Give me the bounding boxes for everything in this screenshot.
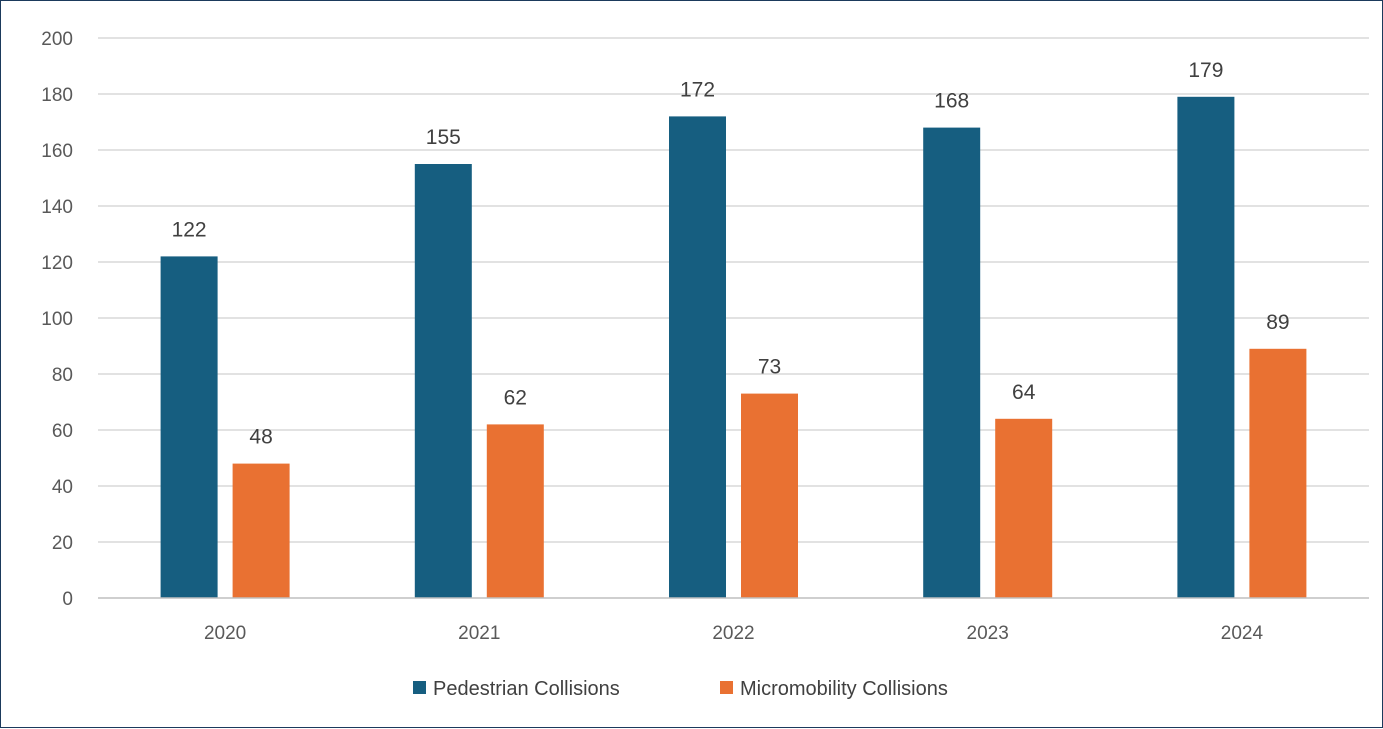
- data-label: 168: [934, 90, 969, 113]
- data-label: 122: [172, 218, 207, 241]
- bar: [160, 256, 218, 598]
- bar: [414, 164, 472, 598]
- y-tick-label: 200: [41, 29, 73, 50]
- x-tick-label: 2021: [458, 623, 500, 644]
- bar: [232, 463, 290, 598]
- x-axis-ticks: 2020 2021 2022 2023 2024: [204, 623, 1264, 644]
- y-tick-label: 80: [52, 365, 73, 386]
- y-tick-label: 40: [52, 477, 73, 498]
- data-label: 64: [1012, 381, 1036, 404]
- bar: [1249, 348, 1307, 598]
- x-tick-label: 2020: [204, 623, 246, 644]
- legend-swatch: [413, 681, 426, 694]
- y-tick-label: 120: [41, 253, 73, 274]
- data-label: 89: [1266, 311, 1289, 334]
- gridlines: [98, 37, 1369, 543]
- y-axis-ticks: 0 20 40 60 80 100 120 140 160 180 200: [41, 29, 73, 610]
- x-tick-label: 2024: [1221, 623, 1264, 644]
- legend-label: Micromobility Collisions: [740, 678, 948, 700]
- y-tick-label: 20: [52, 533, 73, 554]
- bar: [486, 424, 544, 598]
- bar: [669, 116, 726, 599]
- bars: [160, 96, 1307, 599]
- bar: [1177, 96, 1235, 599]
- y-tick-label: 160: [41, 141, 73, 162]
- data-label: 172: [680, 78, 715, 101]
- data-labels: 122 48 155 62 172 73 168 64 179 89: [172, 59, 1290, 449]
- bar: [923, 127, 981, 598]
- y-tick-label: 100: [41, 309, 73, 330]
- legend: Pedestrian Collisions Micromobility Colli…: [413, 678, 948, 700]
- data-label: 179: [1188, 59, 1223, 82]
- y-tick-label: 0: [62, 589, 73, 610]
- bar: [995, 418, 1053, 598]
- data-label: 62: [504, 386, 527, 409]
- data-label: 73: [758, 356, 781, 379]
- bar: [741, 393, 798, 598]
- legend-swatch: [720, 681, 733, 694]
- y-tick-label: 180: [41, 85, 73, 106]
- data-label: 155: [426, 126, 461, 149]
- y-tick-label: 60: [52, 421, 73, 442]
- data-label: 48: [249, 426, 272, 449]
- x-tick-label: 2023: [967, 623, 1009, 644]
- legend-label: Pedestrian Collisions: [433, 678, 620, 700]
- y-tick-label: 140: [41, 197, 73, 218]
- x-tick-label: 2022: [712, 623, 754, 644]
